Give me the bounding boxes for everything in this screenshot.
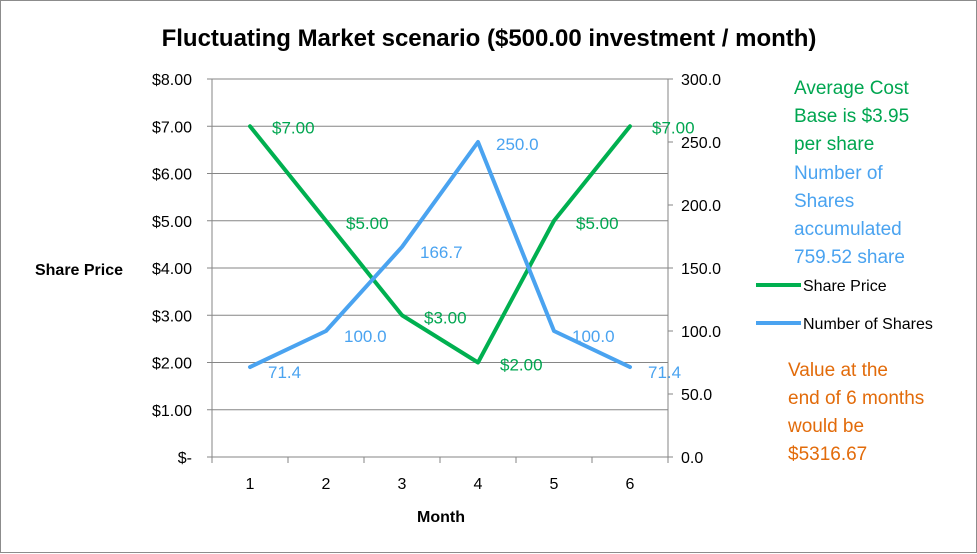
annotation-line: Base is $3.95 xyxy=(794,106,909,127)
x-tick-label: 4 xyxy=(474,476,483,493)
series-line-share-price xyxy=(248,124,632,365)
right-tick-label: 0.0 xyxy=(681,450,703,467)
x-tick-label: 6 xyxy=(626,476,635,493)
annotation-line: $5316.67 xyxy=(788,444,867,465)
data-label: 71.4 xyxy=(268,363,301,382)
left-axis-ticks: $- $1.00 $2.00 $3.00 $4.00 $5.00 $6.00 $7.00 $8.… xyxy=(152,72,212,467)
left-tick-label: $4.00 xyxy=(152,261,192,278)
legend-label: Number of Shares xyxy=(803,316,933,333)
left-tick-label: $5.00 xyxy=(152,214,192,231)
data-label: 71.4 xyxy=(648,363,681,382)
annotations: Average Cost Base is $3.95 per share Number… xyxy=(787,78,924,465)
left-tick-label: $7.00 xyxy=(152,119,192,136)
annotation-line: 759.52 share xyxy=(794,247,905,268)
data-label: 250.0 xyxy=(496,135,539,154)
annotation-line: Number of xyxy=(794,163,883,184)
legend-label: Share Price xyxy=(803,278,887,295)
annotation-note: Value at the end of 6 months would be $5316… xyxy=(787,360,924,465)
right-tick-label: 150.0 xyxy=(681,261,721,278)
series-line-number-of-shares xyxy=(248,140,632,370)
x-tick-label: 2 xyxy=(322,476,331,493)
right-tick-label: 50.0 xyxy=(681,387,712,404)
data-label: 100.0 xyxy=(572,327,615,346)
left-tick-label: $3.00 xyxy=(152,308,192,325)
annotation-line: Average Cost xyxy=(794,78,909,99)
x-axis-title: Month xyxy=(417,509,465,526)
data-label: 166.7 xyxy=(420,243,463,262)
right-tick-label: 250.0 xyxy=(681,135,721,152)
x-tick-label: 3 xyxy=(398,476,407,493)
annotation-line: end of 6 months xyxy=(788,388,924,409)
right-tick-label: 100.0 xyxy=(681,324,721,341)
annotation-note: Number of Shares accumulated 759.52 share xyxy=(794,163,905,268)
data-labels: $7.00 $5.00 $3.00 $2.00 $5.00 $7.00 71.4 100.0 1… xyxy=(268,118,695,382)
data-label: $7.00 xyxy=(272,118,315,137)
chart-title: Fluctuating Market scenario ($500.00 inv… xyxy=(162,25,817,52)
left-tick-label: $8.00 xyxy=(152,72,192,89)
data-label: $2.00 xyxy=(500,356,543,375)
annotation-line: Shares xyxy=(794,191,854,212)
data-label: 100.0 xyxy=(344,327,387,346)
annotation-line: accumulated xyxy=(794,219,902,240)
y-axis-title: Share Price xyxy=(35,262,123,279)
data-label: $5.00 xyxy=(576,214,619,233)
annotation-line: Value at the xyxy=(788,360,888,381)
right-tick-label: 200.0 xyxy=(681,198,721,215)
x-axis-ticks: 1 2 3 4 5 6 xyxy=(211,457,669,493)
right-axis-ticks: 0.0 50.0 100.0 150.0 200.0 250.0 300.0 xyxy=(668,72,721,467)
legend: Share Price Number of Shares xyxy=(756,278,933,333)
right-tick-label: 300.0 xyxy=(681,72,721,89)
data-label: $7.00 xyxy=(652,118,695,137)
x-tick-label: 5 xyxy=(550,476,559,493)
annotation-note: Average Cost Base is $3.95 per share xyxy=(794,78,909,155)
annotation-line: per share xyxy=(794,134,874,155)
left-tick-label: $6.00 xyxy=(152,167,192,184)
data-label: $5.00 xyxy=(346,214,389,233)
data-label: $3.00 xyxy=(424,308,467,327)
series-lines xyxy=(248,124,632,370)
annotation-line: would be xyxy=(787,416,864,437)
x-tick-label: 1 xyxy=(246,476,255,493)
left-tick-label: $1.00 xyxy=(152,403,192,420)
left-tick-label: $2.00 xyxy=(152,356,192,373)
left-tick-label: $- xyxy=(178,450,192,467)
